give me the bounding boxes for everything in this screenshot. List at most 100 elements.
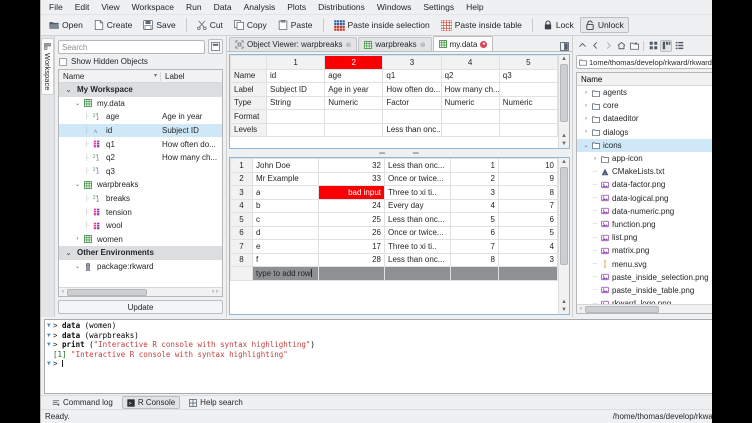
data-cell[interactable]: 8 xyxy=(498,185,558,200)
metadata-column-header-4[interactable]: 4 xyxy=(440,55,500,70)
data-cell[interactable]: 3 xyxy=(498,252,558,267)
data-cell[interactable]: 9 xyxy=(498,171,558,186)
chevron-right-icon[interactable]: › xyxy=(585,89,587,96)
metadata-vscroll-thumb[interactable] xyxy=(560,64,568,122)
data-cell[interactable]: 3 xyxy=(450,185,499,200)
scroll-up-icon[interactable]: ▲ xyxy=(561,56,567,62)
split-view-icon[interactable] xyxy=(560,42,569,51)
metadata-cell[interactable]: How often do... xyxy=(382,82,442,97)
data-vscroll-thumb[interactable] xyxy=(560,167,568,265)
tree-item-other-environments[interactable]: ⌄ Other Environments xyxy=(59,246,222,260)
file-toolbar-up-button[interactable] xyxy=(576,40,588,52)
tree-item-wool[interactable]: ├ wool xyxy=(59,219,222,233)
file-item-app-icon[interactable]: › app-icon xyxy=(577,152,723,165)
file-toolbar-compact-view-button[interactable] xyxy=(660,39,672,52)
data-cell[interactable]: Less than onc... xyxy=(384,252,451,267)
metadata-column-header-2[interactable]: 2 xyxy=(324,55,384,70)
scroll-down-icon-2[interactable]: ▼ xyxy=(561,141,567,147)
toolbar-button-paste-inside-table[interactable]: Paste inside table xyxy=(436,17,527,34)
fold-marker-icon[interactable]: ▼ xyxy=(47,322,51,329)
toolbar-button-paste[interactable]: Paste xyxy=(273,17,318,33)
add-row-empty-cell[interactable] xyxy=(318,266,385,281)
metadata-cell[interactable] xyxy=(265,109,326,124)
data-cell[interactable]: 1 xyxy=(450,158,499,173)
workspace-tree-body[interactable]: ⌄ My Workspace ⌄ my.data ├ 2 3 age Age in year ├ A… xyxy=(59,83,222,287)
data-row-header[interactable]: 4 xyxy=(230,198,253,213)
chevron-down-icon[interactable]: ⌄ xyxy=(74,100,81,107)
chevron-down-icon[interactable]: ⌄ xyxy=(74,182,81,189)
update-button[interactable]: Update xyxy=(58,300,223,314)
scroll-right-icon[interactable]: ‹ › xyxy=(212,289,218,295)
tree-item-q1[interactable]: ├ q1 How often do... xyxy=(59,137,222,151)
metadata-cell[interactable]: Age in year xyxy=(324,82,384,97)
metadata-cell[interactable] xyxy=(382,109,442,124)
menu-item-distributions[interactable]: Distributions xyxy=(318,2,365,12)
metadata-cell[interactable] xyxy=(324,122,384,137)
tree-item-my-data[interactable]: ⌄ my.data xyxy=(59,97,222,111)
data-grid[interactable]: 1 John Doe 32 Less than onc... 1 10 2 Mr Exampl… xyxy=(230,158,558,281)
r-console[interactable]: ▼ > data (women) ▼ > data (warpbreaks) ▼ > pr… xyxy=(44,319,736,394)
data-scroll-down-icon-2[interactable]: ▼ xyxy=(561,307,567,313)
data-row-header[interactable]: 5 xyxy=(230,212,253,227)
metadata-cell[interactable] xyxy=(440,109,500,124)
metadata-cell[interactable] xyxy=(498,82,558,97)
menu-item-workspace[interactable]: Workspace xyxy=(131,2,174,12)
tree-item-warpbreaks[interactable]: ⌄ warpbreaks xyxy=(59,178,222,192)
data-scroll-up-icon[interactable]: ▲ xyxy=(561,159,567,165)
data-cell[interactable]: Three to xi ti.. xyxy=(384,239,451,254)
data-cell[interactable]: 6 xyxy=(498,212,558,227)
menu-item-view[interactable]: View xyxy=(101,2,120,12)
chevron-down-icon[interactable]: ⌄ xyxy=(583,142,589,149)
file-scroll-left-icon[interactable]: ‹ xyxy=(580,306,582,312)
data-row[interactable]: 4 b 24 Every day 4 7 xyxy=(230,198,558,213)
data-cell[interactable]: 25 xyxy=(318,212,385,227)
file-hscroll-thumb[interactable] xyxy=(585,305,659,313)
file-browser-url-text[interactable]: 1ome/thomas/develop/rkward/rkward/ xyxy=(589,57,715,67)
file-item-cmakelists-txt[interactable]: ─ CMakeLists.txt xyxy=(577,165,723,178)
file-toolbar-forward-button[interactable] xyxy=(602,40,614,52)
metadata-cell[interactable] xyxy=(498,109,558,124)
close-icon[interactable]: ⊗ xyxy=(419,41,426,49)
chevron-right-icon[interactable]: › xyxy=(585,102,587,109)
file-list-hscrollbar[interactable]: ‹ ‹ › xyxy=(577,304,734,313)
chevron-down-icon[interactable]: ⌄ xyxy=(65,86,72,94)
bottom-tab-command-log[interactable]: Command log xyxy=(47,396,118,409)
add-row-empty-cell[interactable] xyxy=(450,266,499,281)
chevron-down-icon[interactable]: ⌄ xyxy=(65,249,72,257)
data-cell[interactable]: b xyxy=(252,198,319,213)
tree-item-my-workspace[interactable]: ⌄ My Workspace xyxy=(59,83,222,97)
close-icon[interactable]: ⊗ xyxy=(345,41,352,49)
toolbar-button-copy[interactable]: Copy xyxy=(229,17,272,33)
data-scroll-down-icon[interactable]: ▲ xyxy=(561,299,567,305)
file-item-data-factor-png[interactable]: ─ data-factor.png xyxy=(577,178,723,191)
data-row[interactable]: 6 d 26 Once or twice... 6 5 xyxy=(230,225,558,240)
document-tab-object-viewer-warpbreaks[interactable]: Object Viewer: warpbreaks ⊗ xyxy=(229,37,358,51)
toolbar-button-create[interactable]: Create xyxy=(89,17,138,33)
chevron-right-icon[interactable]: › xyxy=(585,115,587,122)
metadata-column-header-5[interactable]: 5 xyxy=(498,55,558,70)
chevron-right-icon[interactable]: › xyxy=(76,236,79,243)
data-cell[interactable]: John Doe xyxy=(252,158,319,173)
chevron-down-icon[interactable]: ⌄ xyxy=(74,264,81,271)
file-item-menu-svg[interactable]: ─ menu.svg xyxy=(577,257,723,270)
menu-item-edit[interactable]: Edit xyxy=(74,2,90,12)
menu-item-analysis[interactable]: Analysis xyxy=(243,2,276,12)
data-cell[interactable]: Less than onc... xyxy=(384,158,451,173)
data-row[interactable]: 1 John Doe 32 Less than onc... 1 10 xyxy=(230,158,558,173)
file-item-matrix-png[interactable]: ─ matrix.png xyxy=(577,244,723,257)
metadata-cell[interactable]: Subject ID xyxy=(265,82,326,97)
add-row-empty-cell[interactable] xyxy=(498,266,558,281)
data-row[interactable]: 8 f 28 Less than onc... 8 3 xyxy=(230,252,558,267)
data-cell[interactable]: d xyxy=(252,225,319,240)
data-row[interactable]: 3 a bad input Three to xi ti.. 3 8 xyxy=(230,185,558,200)
file-item-list-png[interactable]: ─ list.png xyxy=(577,231,723,244)
metadata-cell[interactable]: How many ch... xyxy=(440,82,500,97)
data-cell[interactable]: Three to xi ti.. xyxy=(384,185,451,200)
file-toolbar-back-button[interactable] xyxy=(589,40,601,52)
add-row-empty-cell[interactable] xyxy=(384,266,451,281)
menu-item-help[interactable]: Help xyxy=(466,2,484,12)
modified-close-icon[interactable]: ● xyxy=(480,40,488,48)
data-cell[interactable]: 24 xyxy=(318,198,385,213)
tool-tab-workspace[interactable]: Workspace xyxy=(41,38,54,96)
